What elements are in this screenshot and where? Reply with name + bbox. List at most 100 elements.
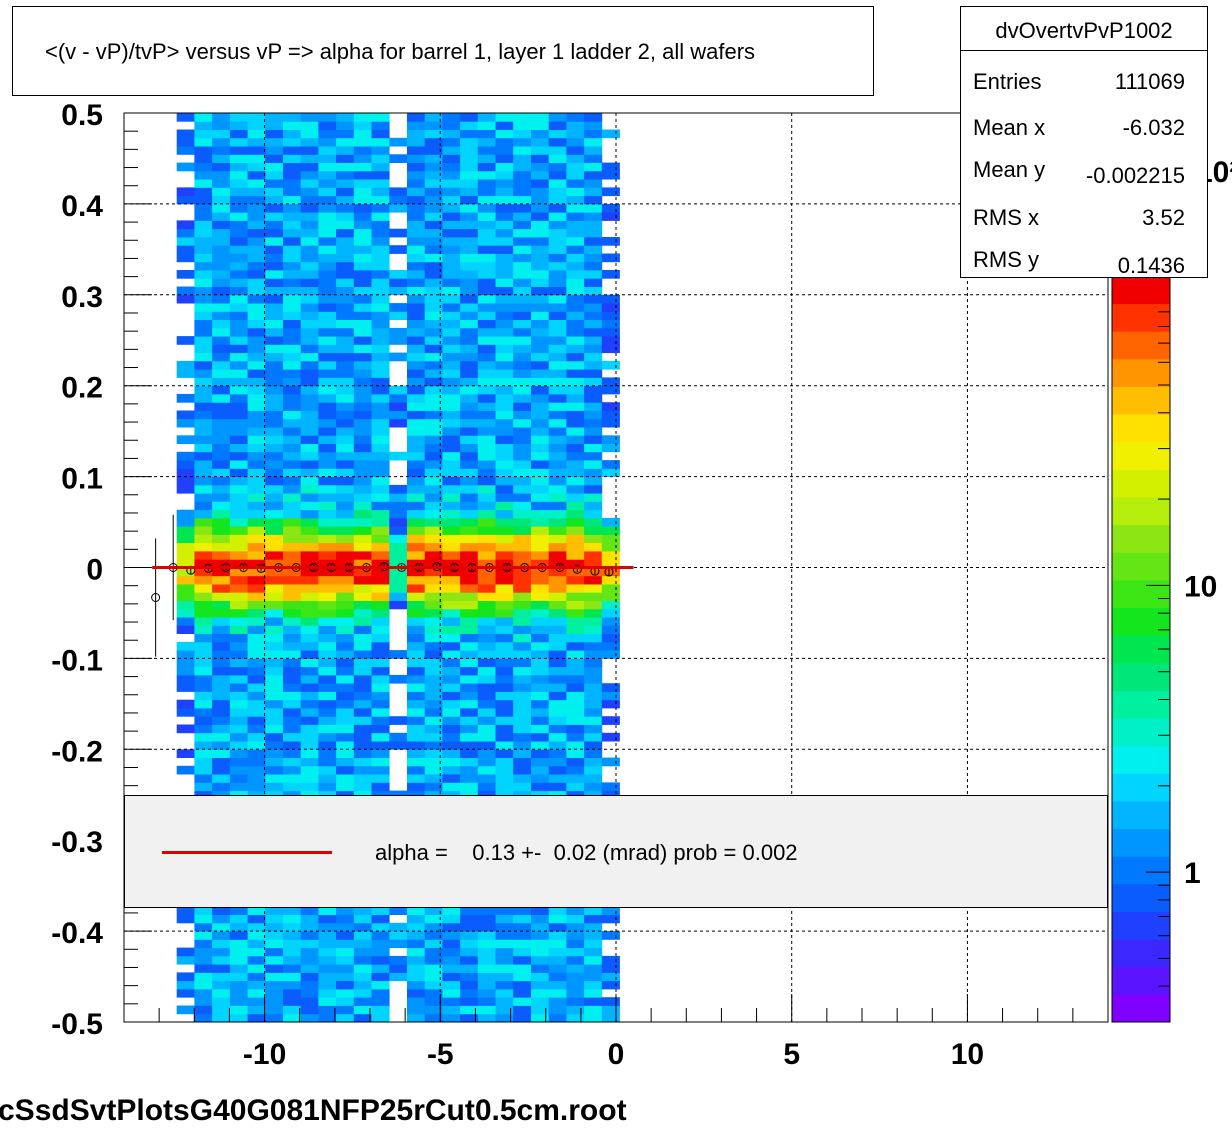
heatmap-cell <box>548 939 567 949</box>
heatmap-cell <box>531 782 550 792</box>
heatmap-cell <box>371 212 390 221</box>
heatmap-cell <box>353 129 372 139</box>
heatmap-cell <box>460 542 479 552</box>
heatmap-cell <box>283 708 302 717</box>
heatmap-cell <box>477 509 496 519</box>
heatmap-cell <box>442 187 461 197</box>
heatmap-cell <box>584 1005 603 1015</box>
heatmap-cell <box>584 633 603 643</box>
heatmap-cell <box>336 385 355 395</box>
heatmap-cell <box>513 997 532 1006</box>
heatmap-cell <box>265 187 284 197</box>
heatmap-cell <box>265 402 284 411</box>
heatmap-cell <box>371 435 390 444</box>
heatmap-cell <box>283 716 302 725</box>
heatmap-cell <box>460 203 479 213</box>
heatmap-cell <box>531 270 550 279</box>
heatmap-cell <box>442 146 461 155</box>
heatmap-cell <box>300 278 319 287</box>
heatmap-cell <box>548 666 567 676</box>
heatmap-cell <box>318 162 337 172</box>
heatmap-cell <box>407 551 426 560</box>
heatmap-cell <box>584 914 603 924</box>
heatmap-cell <box>477 294 496 304</box>
heatmap-cell <box>460 608 479 618</box>
heatmap-cell <box>229 476 248 486</box>
heatmap-cell <box>566 203 585 213</box>
heatmap-cell <box>531 931 550 940</box>
heatmap-cell <box>548 261 567 271</box>
heatmap-cell <box>513 534 532 544</box>
heatmap-cell <box>371 270 390 279</box>
heatmap-cell <box>584 427 603 436</box>
heatmap-cell <box>442 765 461 775</box>
heatmap-cell <box>265 170 284 180</box>
heatmap-cell <box>601 294 620 304</box>
heatmap-cell <box>424 369 443 378</box>
heatmap-cell <box>318 195 337 205</box>
x-tick-label: 0 <box>608 1038 625 1071</box>
heatmap-cell <box>194 641 213 651</box>
heatmap-cell <box>283 212 302 221</box>
heatmap-cell <box>407 146 426 155</box>
heatmap-cell <box>548 658 567 668</box>
heatmap-cell <box>566 542 585 552</box>
heatmap-cell <box>318 278 337 287</box>
heatmap-cell <box>495 608 514 618</box>
heatmap-cell <box>531 418 550 428</box>
heatmap-cell <box>477 162 496 172</box>
heatmap-cell <box>477 484 496 494</box>
heatmap-cell <box>548 724 567 734</box>
heatmap-cell <box>371 237 390 246</box>
heatmap-cell <box>460 584 479 593</box>
heatmap-cell <box>407 394 426 403</box>
heatmap-cell <box>548 245 567 254</box>
heatmap-cell <box>353 121 372 130</box>
heatmap-cell <box>176 137 195 147</box>
heatmap-cell <box>407 650 426 659</box>
heatmap-cell <box>336 997 355 1006</box>
heatmap-cell <box>247 270 266 279</box>
heatmap-cell <box>176 336 195 345</box>
heatmap-cell <box>442 749 461 758</box>
heatmap-cell <box>548 600 567 610</box>
heatmap-cell <box>336 757 355 767</box>
heatmap-cell <box>442 906 461 915</box>
heatmap-cell <box>477 303 496 312</box>
heatmap-cell <box>531 1005 550 1015</box>
heatmap-cell <box>584 187 603 197</box>
heatmap-cell <box>336 765 355 775</box>
heatmap-cell <box>371 418 390 428</box>
heatmap-cell <box>265 964 284 973</box>
heatmap-cell <box>300 203 319 213</box>
heatmap-cell <box>371 641 390 651</box>
heatmap-cell <box>318 988 337 998</box>
heatmap-cell <box>194 724 213 734</box>
heatmap-cell <box>389 484 408 494</box>
heatmap-cell <box>584 170 603 180</box>
heatmap-cell <box>371 708 390 717</box>
heatmap-cell <box>513 195 532 205</box>
heatmap-cell <box>566 608 585 618</box>
heatmap-cell <box>371 509 390 519</box>
heatmap-cell <box>495 410 514 420</box>
heatmap-cell <box>283 955 302 965</box>
color-scale-bin <box>1112 828 1170 857</box>
heatmap-cell <box>495 699 514 709</box>
heatmap-cell <box>566 955 585 965</box>
heatmap-cell <box>566 691 585 701</box>
heatmap-cell <box>548 708 567 717</box>
heatmap-cell <box>212 212 231 221</box>
heatmap-cell <box>212 154 231 163</box>
heatmap-cell <box>265 526 284 535</box>
heatmap-cell <box>548 608 567 618</box>
heatmap-cell <box>318 427 337 436</box>
heatmap-cell <box>495 600 514 610</box>
heatmap-cell <box>247 790 266 800</box>
heatmap-cell <box>194 286 213 296</box>
heatmap-cell <box>212 790 231 800</box>
heatmap-cell <box>371 972 390 982</box>
heatmap-cell <box>548 741 567 750</box>
heatmap-cell <box>495 592 514 601</box>
heatmap-cell <box>513 493 532 502</box>
